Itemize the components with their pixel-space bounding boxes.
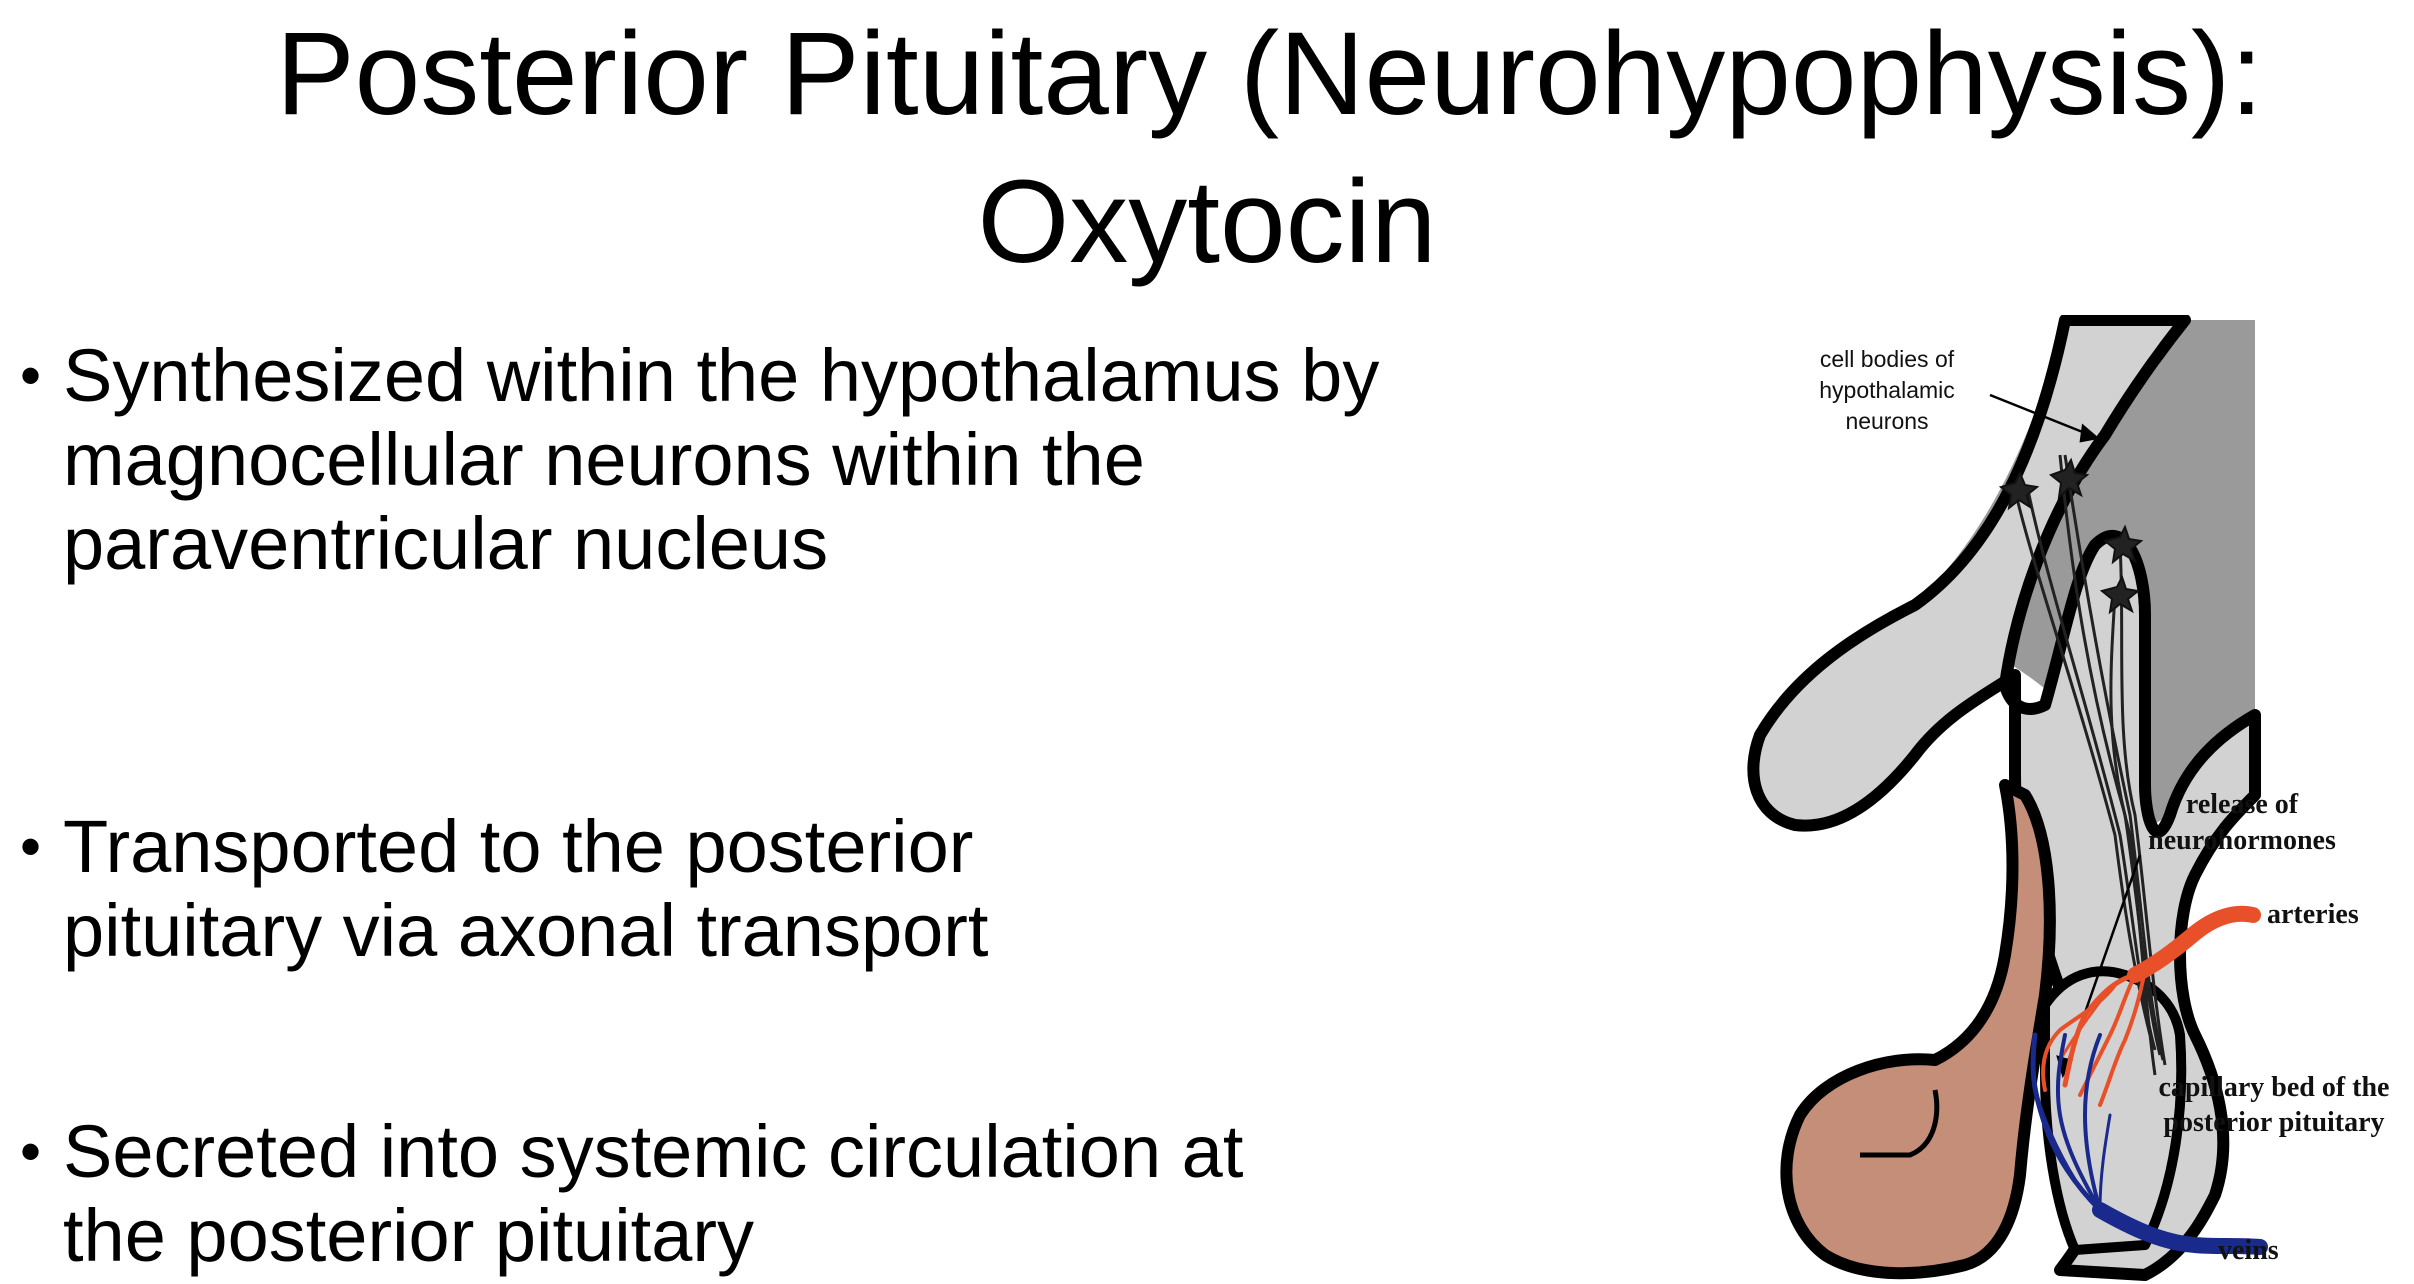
cell-bodies-arrow: [1989, 393, 2096, 439]
bullet-item-transported: • Transported to the posterior pituitary…: [20, 805, 1120, 973]
bullet-item-synthesized: • Synthesized within the hypothalamus by…: [20, 334, 1420, 586]
label-cell-bodies-line1: cell bodies of: [1820, 346, 1955, 372]
label-arteries: arteries: [2267, 899, 2359, 930]
label-cell-bodies-line3: neurons: [1845, 408, 1928, 434]
vein-vessels: [2030, 1032, 2268, 1255]
cell-body-icon: [2048, 457, 2090, 500]
label-release-line2: neurohormones: [2148, 825, 2336, 856]
cell-body-icon: [2102, 524, 2144, 565]
pituitary-diagram-svg: cell bodies of hypothalamic neurons rele…: [1747, 315, 2390, 1281]
bullet-text: Synthesized within the hypothalamus by m…: [63, 334, 1380, 585]
artery-vessels: [2041, 905, 2261, 1107]
label-capillary-line1: capillary bed of the: [2159, 1072, 2390, 1103]
label-veins: veins: [2218, 1235, 2279, 1266]
bullet-point-icon: •: [20, 813, 42, 880]
neuron-axons: [2013, 454, 2167, 1076]
arrowhead-icon: [2079, 423, 2100, 443]
bullet-point-icon: •: [20, 342, 42, 409]
label-capillary-line2: posterior pituitary: [2163, 1107, 2384, 1138]
anterior-pituitary: [1780, 779, 2056, 1280]
anterior-pituitary-cleft: [1860, 1089, 1940, 1158]
title-line-1: Posterior Pituitary (Neurohypophysis):: [275, 8, 2264, 140]
bullet-point-icon: •: [20, 1118, 42, 1185]
posterior-pituitary: [2040, 966, 2187, 1255]
bullet-item-secreted: • Secreted into systemic circulation at …: [20, 1110, 1320, 1278]
bullet-text: Transported to the posterior pituitary v…: [63, 805, 989, 972]
cell-body-icon: [1998, 470, 2040, 511]
slide-title: Posterior Pituitary (Neurohypophysis): O…: [0, 0, 2414, 296]
cell-body-icon: [2099, 574, 2141, 615]
label-cell-bodies-line2: hypothalamic: [1819, 377, 1955, 403]
bullet-text: Secreted into systemic circulation at th…: [63, 1110, 1244, 1277]
label-release-line1: release of: [2186, 789, 2299, 820]
cell-body-icons: [1998, 457, 2144, 615]
title-line-2: Oxytocin: [977, 156, 1437, 288]
pituitary-diagram: cell bodies of hypothalamic neurons rele…: [1715, 315, 2414, 1284]
